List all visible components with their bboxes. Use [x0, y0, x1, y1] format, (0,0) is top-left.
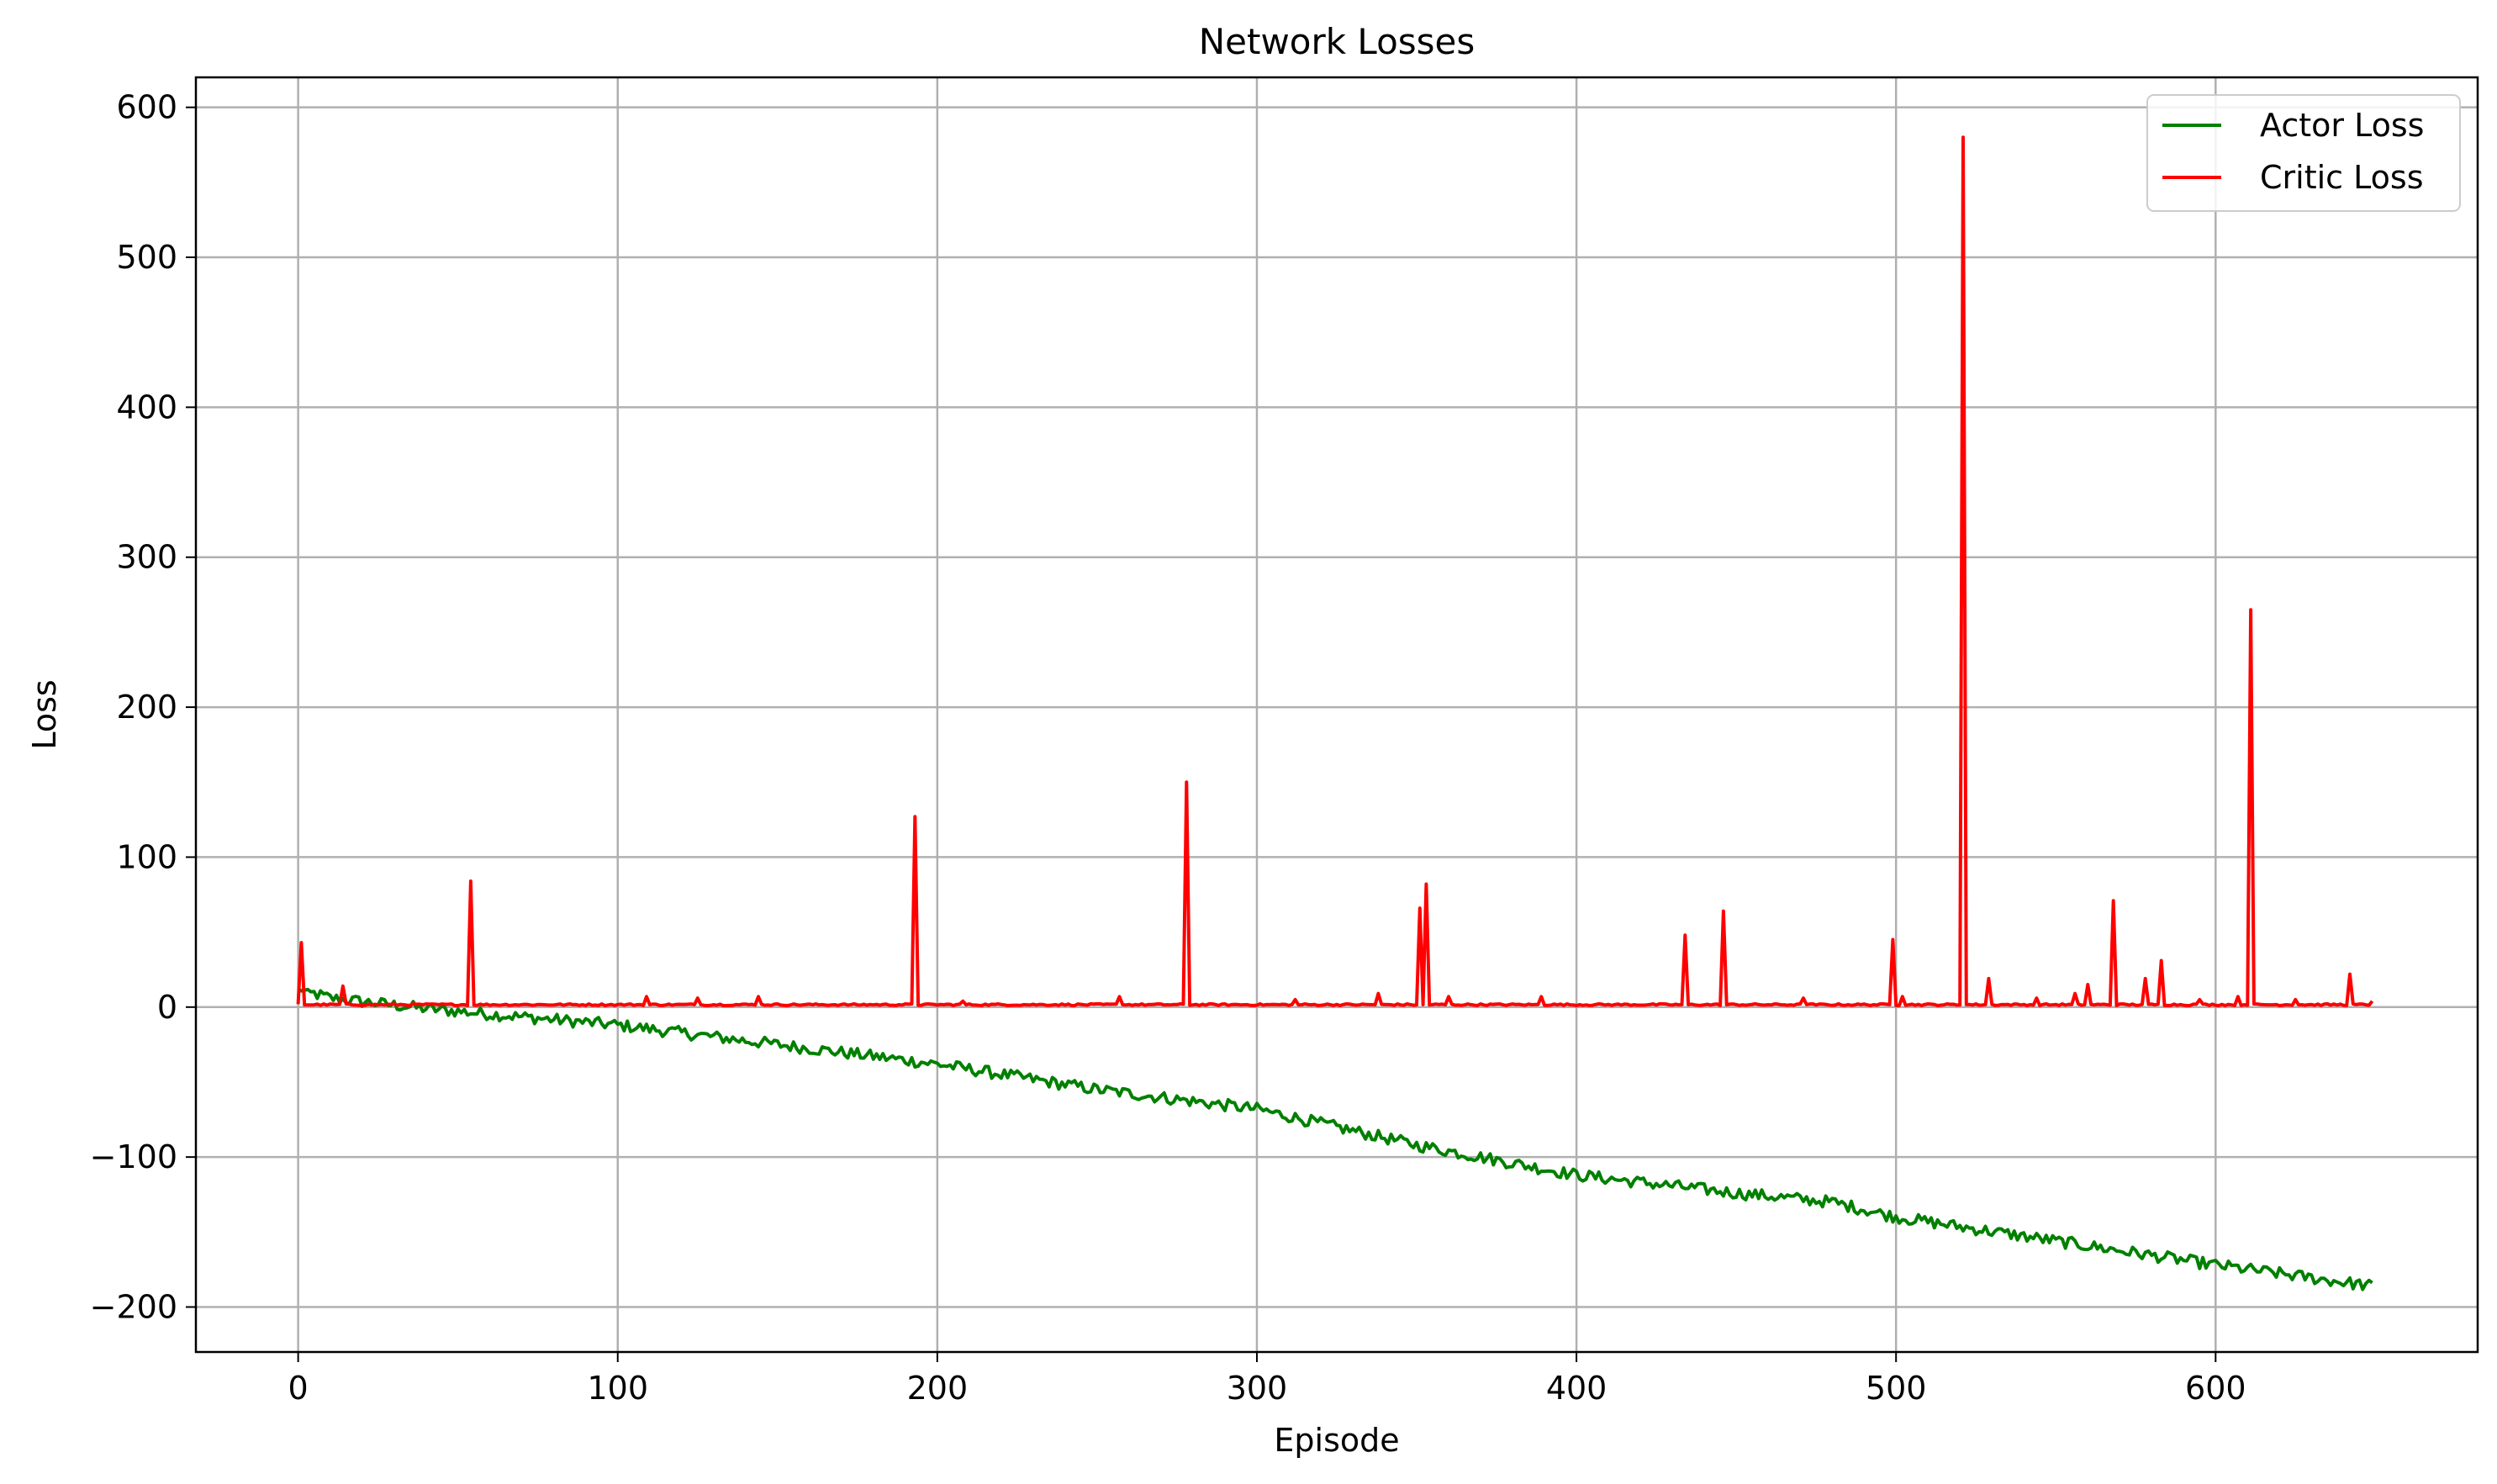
series-line-actor-loss: [297, 986, 2373, 1291]
y-tick-label: −100: [90, 1138, 177, 1175]
y-tick-label: 100: [116, 838, 177, 875]
y-tick-label: 0: [157, 989, 177, 1026]
grid-lines: [196, 77, 2478, 1352]
x-tick-label: 300: [1227, 1370, 1288, 1407]
x-tick-label: 200: [907, 1370, 969, 1407]
x-tick-label: 400: [1546, 1370, 1607, 1407]
y-tick-label: −200: [90, 1288, 177, 1325]
x-tick-label: 100: [587, 1370, 648, 1407]
y-tick-label: 200: [116, 689, 177, 726]
y-tick-label: 500: [116, 239, 177, 276]
legend-label: Critic Loss: [2260, 159, 2424, 196]
plot-series: [296, 135, 2374, 1291]
legend: Actor Loss Critic Loss: [2146, 94, 2461, 212]
x-tick-label: 500: [1866, 1370, 1927, 1407]
legend-label: Actor Loss: [2260, 107, 2424, 144]
x-tick-label: 0: [288, 1370, 309, 1407]
axis-ticks: 0 100 200 300 400 500 600 −200 −100 0 100 200 300 400…: [90, 89, 2246, 1407]
y-tick-label: 400: [116, 388, 177, 425]
legend-box: [2146, 94, 2461, 212]
y-axis-label: Loss: [26, 679, 63, 749]
y-tick-label: 600: [116, 89, 177, 126]
x-tick-label: 600: [2185, 1370, 2246, 1407]
axes-frame: [194, 76, 2479, 1354]
x-axis-label: Episode: [1274, 1422, 1399, 1459]
chart-title: Network Losses: [1199, 21, 1476, 62]
series-line-critic-loss: [296, 135, 2374, 1007]
y-tick-label: 300: [116, 539, 177, 576]
